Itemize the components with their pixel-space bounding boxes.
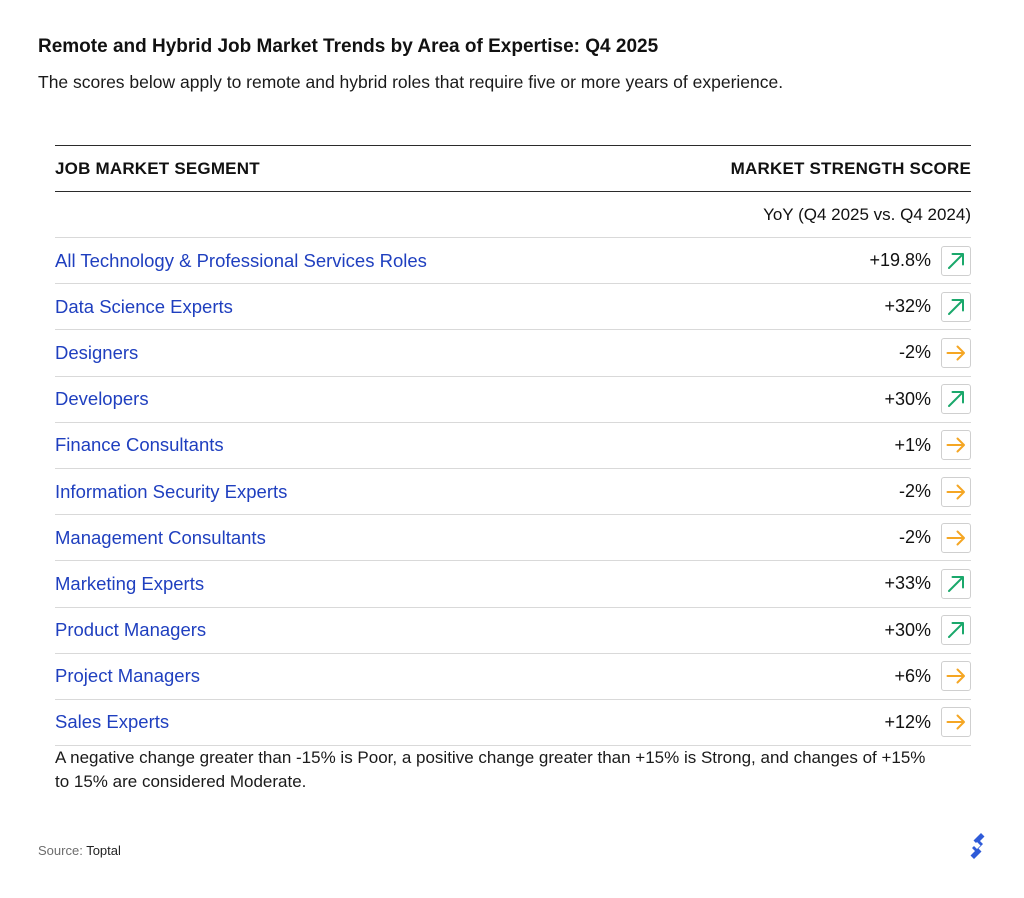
trend-indicator bbox=[941, 245, 971, 276]
trend-indicator bbox=[941, 707, 971, 738]
score-cell: +1% bbox=[894, 430, 971, 461]
score-value: +33% bbox=[884, 573, 931, 594]
table-row: Data Science Experts +32% bbox=[55, 284, 971, 331]
table-row: Project Managers +6% bbox=[55, 654, 971, 700]
score-cell: -2% bbox=[898, 337, 971, 368]
right-arrow-icon bbox=[946, 714, 965, 730]
score-value: +30% bbox=[884, 619, 931, 640]
page-title: Remote and Hybrid Job Market Trends by A… bbox=[38, 36, 659, 57]
table-row: Finance Consultants +1% bbox=[55, 423, 971, 469]
trend-indicator bbox=[941, 615, 971, 646]
right-arrow-icon bbox=[946, 345, 965, 361]
table-subheader-row: YoY (Q4 2025 vs. Q4 2024) bbox=[55, 192, 971, 238]
trend-indicator bbox=[941, 337, 971, 368]
score-cell: +30% bbox=[884, 384, 971, 415]
segment-label: Information Security Experts bbox=[55, 480, 288, 502]
segment-label: Product Managers bbox=[55, 619, 207, 641]
table-body: All Technology & Professional Services R… bbox=[55, 238, 971, 747]
page-subtitle: The scores below apply to remote and hyb… bbox=[38, 72, 784, 92]
table-row: Information Security Experts -2% bbox=[55, 469, 971, 516]
table-row: Management Consultants -2% bbox=[55, 515, 971, 562]
table-row: Product Managers +30% bbox=[55, 608, 971, 654]
source-value: Toptal bbox=[86, 843, 121, 858]
score-cell: -2% bbox=[898, 522, 971, 553]
segment-label: Designers bbox=[55, 341, 139, 363]
score-value: +6% bbox=[894, 665, 931, 686]
table-row: Marketing Experts +33% bbox=[55, 561, 971, 608]
trend-indicator bbox=[941, 661, 971, 692]
segment-label: Management Consultants bbox=[55, 526, 266, 548]
score-cell: +6% bbox=[894, 661, 971, 692]
source-line: Source: Toptal bbox=[38, 843, 121, 858]
table-header-row: JOB MARKET SEGMENT MARKET STRENGTH SCORE bbox=[55, 146, 971, 192]
score-value: +12% bbox=[884, 711, 931, 732]
market-strength-table: JOB MARKET SEGMENT MARKET STRENGTH SCORE… bbox=[55, 145, 971, 747]
score-cell: +30% bbox=[884, 615, 971, 646]
table-row: Developers +30% bbox=[55, 377, 971, 423]
table-row: All Technology & Professional Services R… bbox=[55, 238, 971, 285]
score-cell: +19.8% bbox=[869, 245, 971, 276]
up-right-arrow-icon bbox=[948, 298, 964, 315]
table-row: Sales Experts +12% bbox=[55, 700, 971, 747]
trend-indicator bbox=[941, 430, 971, 461]
segment-label: Developers bbox=[55, 388, 149, 410]
score-cell: +33% bbox=[884, 568, 971, 599]
table-row: Designers -2% bbox=[55, 330, 971, 377]
score-value: +19.8% bbox=[869, 250, 931, 271]
column-header-segment: JOB MARKET SEGMENT bbox=[55, 158, 260, 178]
up-right-arrow-icon bbox=[948, 575, 964, 592]
toptal-logo-icon bbox=[970, 833, 985, 859]
score-value: -2% bbox=[898, 527, 931, 548]
column-subheader-yoy: YoY (Q4 2025 vs. Q4 2024) bbox=[763, 204, 971, 224]
trend-indicator bbox=[941, 568, 971, 599]
right-arrow-icon bbox=[946, 530, 965, 546]
right-arrow-icon bbox=[946, 668, 965, 684]
segment-label: Sales Experts bbox=[55, 711, 170, 733]
segment-label: All Technology & Professional Services R… bbox=[55, 249, 427, 271]
score-cell: -2% bbox=[898, 476, 971, 507]
segment-label: Marketing Experts bbox=[55, 572, 205, 594]
trend-indicator bbox=[941, 522, 971, 553]
trend-indicator bbox=[941, 476, 971, 507]
score-value: +32% bbox=[884, 296, 931, 317]
score-value: -2% bbox=[898, 481, 931, 502]
segment-label: Project Managers bbox=[55, 665, 200, 687]
trend-indicator bbox=[941, 291, 971, 322]
segment-label: Data Science Experts bbox=[55, 295, 233, 317]
up-right-arrow-icon bbox=[948, 252, 964, 269]
score-cell: +32% bbox=[884, 291, 971, 322]
score-value: +1% bbox=[894, 434, 931, 455]
up-right-arrow-icon bbox=[948, 622, 964, 639]
source-label: Source: bbox=[38, 843, 83, 858]
segment-label: Finance Consultants bbox=[55, 434, 224, 456]
trend-indicator bbox=[941, 384, 971, 415]
footnote: A negative change greater than -15% is P… bbox=[55, 748, 926, 791]
right-arrow-icon bbox=[946, 437, 965, 453]
score-value: +30% bbox=[884, 388, 931, 409]
up-right-arrow-icon bbox=[948, 391, 964, 408]
score-cell: +12% bbox=[884, 707, 971, 738]
right-arrow-icon bbox=[946, 484, 965, 500]
column-header-score: MARKET STRENGTH SCORE bbox=[730, 158, 971, 178]
score-value: -2% bbox=[898, 342, 931, 363]
